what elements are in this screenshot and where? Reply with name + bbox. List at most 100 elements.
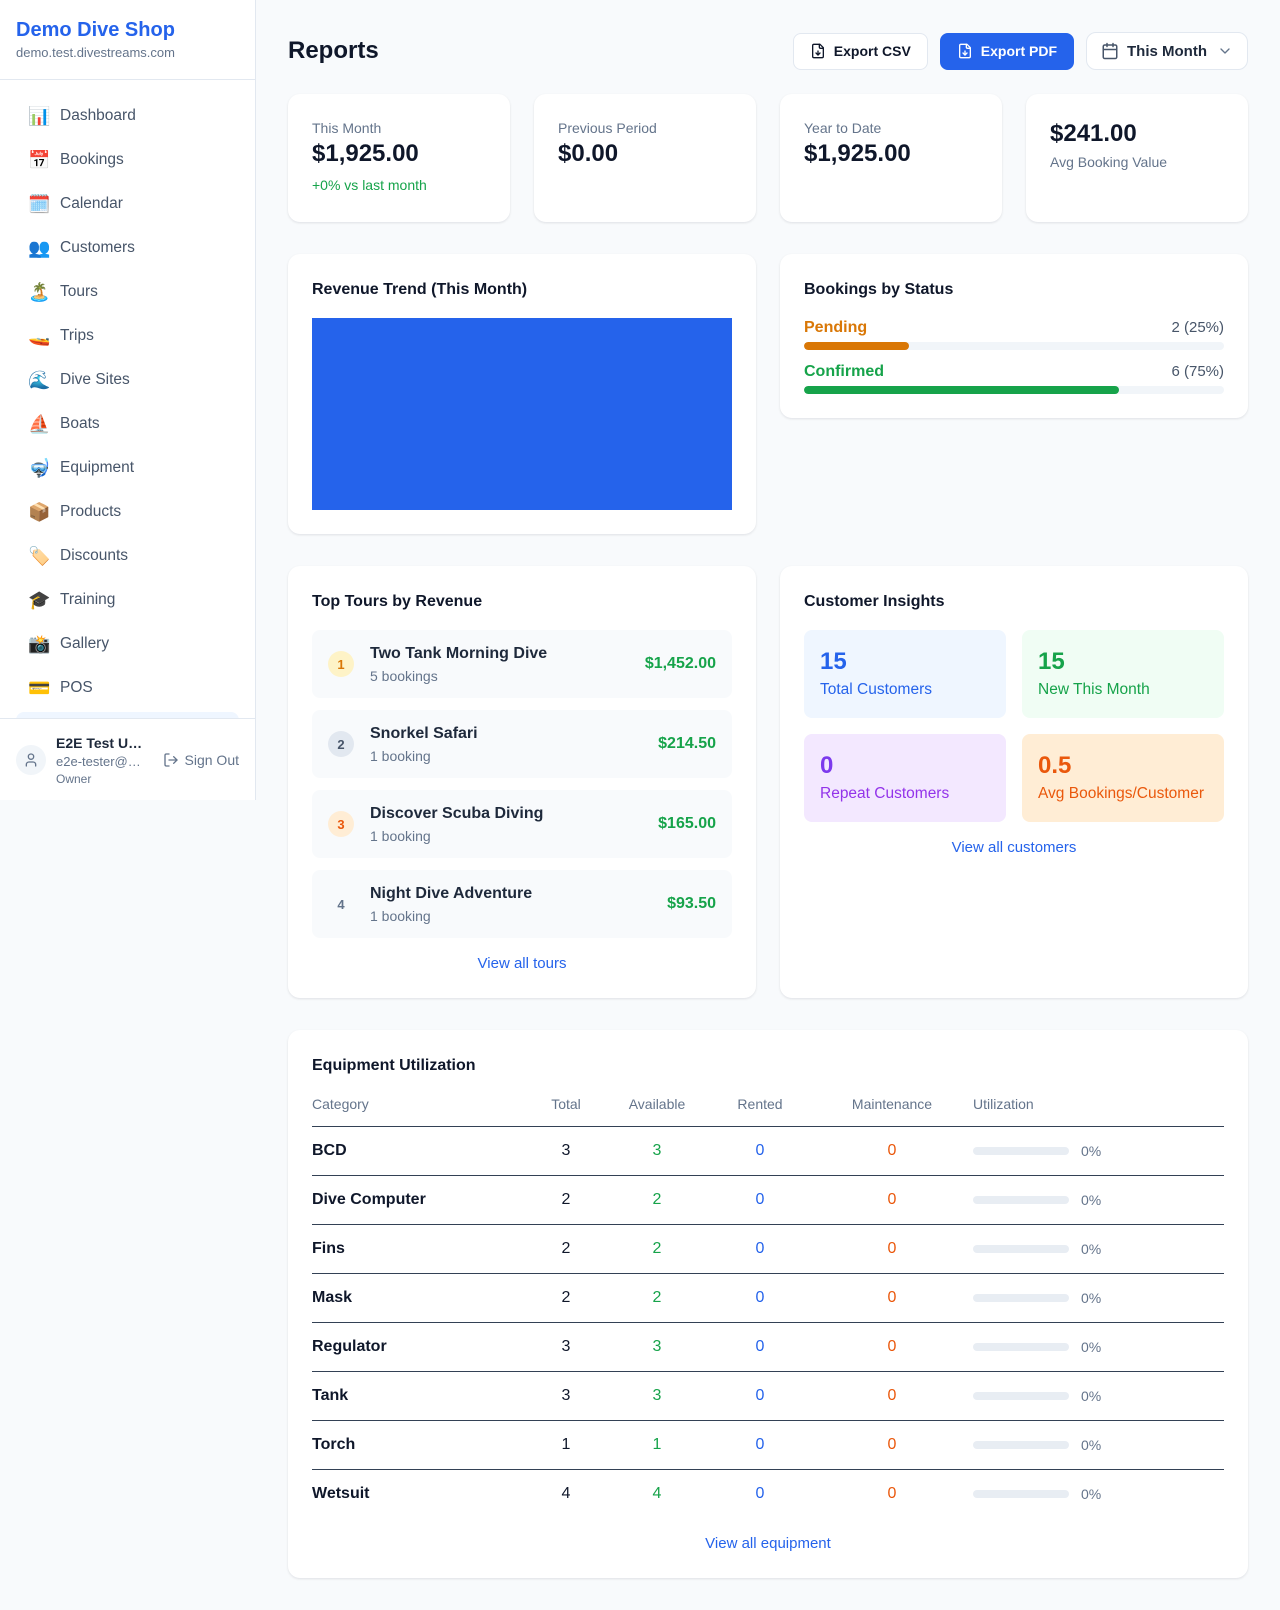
sidebar-nav-item[interactable]: 👥 Customers (16, 228, 239, 268)
cell-utilization: 0% (966, 1126, 1224, 1176)
utilization-bar-track (973, 1441, 1069, 1449)
status-head: Confirmed 6 (75%) (804, 362, 1224, 382)
nav-item-icon: 📦 (28, 502, 51, 522)
sidebar: Demo Dive Shop demo.test.divestreams.com… (0, 0, 256, 800)
col-header-utilization: Utilization (966, 1094, 1224, 1127)
sidebar-nav-item[interactable]: 🗓️ Calendar (16, 184, 239, 224)
nav-item-label: Tours (60, 283, 98, 300)
cell-rented: 0 (702, 1126, 818, 1176)
sign-out-button[interactable]: Sign Out (163, 752, 239, 768)
cell-available: 1 (612, 1420, 702, 1470)
utilization-wrap: 0% (966, 1384, 1224, 1408)
log-out-icon (163, 752, 178, 767)
tour-row: 3 Discover Scuba Diving 1 booking $165.0… (312, 790, 732, 858)
sidebar-nav-item[interactable]: 🏷️ Discounts (16, 536, 239, 576)
utilization-percent: 0% (1081, 1339, 1102, 1355)
equipment-row: Wetsuit 4 4 0 0 0% (312, 1470, 1224, 1519)
stat-card-avg-booking-value: $241.00 Avg Booking Value (1026, 94, 1248, 222)
bookings-by-status-card: Bookings by Status Pending 2 (25%) (780, 254, 1248, 418)
sidebar-nav-item[interactable]: 📅 Bookings (16, 140, 239, 180)
header-actions: Export CSV Export PDF This Month (792, 32, 1248, 70)
cell-maintenance: 0 (818, 1273, 966, 1323)
cell-rented: 0 (755, 1485, 765, 1502)
user-info: E2E Test U… e2e-tester@… Owner (56, 733, 153, 787)
stat-card-this-month: This Month $1,925.00 +0% vs last month (288, 94, 510, 222)
utilization-percent: 0% (1081, 1143, 1102, 1159)
period-select[interactable]: This Month (1086, 32, 1248, 70)
equipment-table-head: Category Total Available Rented Maintena… (312, 1094, 1224, 1127)
insight-label: Total Customers (820, 681, 932, 698)
cell-utilization: 0% (966, 1371, 1224, 1421)
insight-label: New This Month (1038, 681, 1150, 698)
insight-label: Repeat Customers (820, 785, 950, 802)
equipment-row: Dive Computer 2 2 0 0 0% (312, 1175, 1224, 1225)
tour-rank-badge: 2 (328, 731, 354, 757)
cell-utilization: 0% (966, 1175, 1224, 1225)
view-all-equipment-link[interactable]: View all equipment (705, 1535, 831, 1552)
sidebar-nav: 📊 Dashboard 📅 Bookings 🗓️ Calendar 👥 Cus… (0, 80, 255, 718)
utilization-wrap: 0% (966, 1335, 1224, 1359)
sidebar-nav-item[interactable]: 📊 Dashboard (16, 96, 239, 136)
sidebar-nav-item[interactable]: 📸 Gallery (16, 624, 239, 664)
stat-delta: +0% vs last month (312, 177, 427, 193)
insight-tile: 15 Total Customers (804, 630, 1006, 718)
utilization-percent: 0% (1081, 1192, 1102, 1208)
sidebar-user-panel: E2E Test U… e2e-tester@… Owner Sign Out (0, 718, 255, 800)
utilization-bar-track (973, 1147, 1069, 1155)
utilization-wrap: 0% (966, 1482, 1224, 1506)
tour-amount: $93.50 (667, 895, 716, 912)
calendar-icon (1102, 42, 1118, 60)
view-all-customers-link[interactable]: View all customers (951, 839, 1077, 856)
export-csv-button[interactable]: Export CSV (792, 32, 928, 70)
user-name: E2E Test U… (56, 734, 143, 751)
equipment-row: Mask 2 2 0 0 0% (312, 1273, 1224, 1323)
sidebar-nav-item[interactable]: 💳 POS (16, 668, 239, 708)
tour-row: 1 Two Tank Morning Dive 5 bookings $1,45… (312, 630, 732, 698)
export-pdf-label: Export PDF (980, 43, 1058, 59)
nav-item-icon: 🌊 (28, 370, 51, 390)
tour-text: Two Tank Morning Dive 5 bookings (370, 642, 547, 686)
sidebar-nav-item[interactable]: 📈 Reports (16, 712, 239, 718)
user-email: e2e-tester@… (56, 753, 141, 769)
sidebar-nav-item[interactable]: 🌊 Dive Sites (16, 360, 239, 400)
revenue-trend-card: Revenue Trend (This Month) (288, 254, 756, 534)
status-count: 2 (25%) (1171, 319, 1224, 336)
tour-name: Snorkel Safari (370, 725, 478, 742)
sidebar-nav-item[interactable]: 📦 Products (16, 492, 239, 532)
top-tours-card: Top Tours by Revenue 1 Two Tank Morning … (288, 566, 756, 998)
nav-item-icon: 📅 (28, 150, 51, 170)
nav-item-label: Training (60, 591, 116, 608)
top-tours-title: Top Tours by Revenue (312, 593, 483, 610)
export-pdf-button[interactable]: Export PDF (939, 32, 1075, 70)
sidebar-nav-item[interactable]: 🎓 Training (16, 580, 239, 620)
sidebar-header: Demo Dive Shop demo.test.divestreams.com (0, 0, 255, 80)
sidebar-nav-item[interactable]: 🚤 Trips (16, 316, 239, 356)
utilization-percent: 0% (1081, 1437, 1102, 1453)
equipment-table: Category Total Available Rented Maintena… (312, 1094, 1224, 1518)
sidebar-nav-item[interactable]: 🤿 Equipment (16, 448, 239, 488)
cell-maintenance: 0 (818, 1420, 966, 1470)
nav-item-icon: 💳 (28, 678, 51, 698)
col-header-rented: Rented (702, 1094, 818, 1127)
sidebar-nav-item[interactable]: ⛵ Boats (16, 404, 239, 444)
nav-item-label: Discounts (60, 547, 129, 564)
col-header-category: Category (312, 1094, 520, 1127)
tour-bookings: 5 bookings (370, 668, 438, 684)
tour-amount: $1,452.00 (644, 655, 716, 672)
lists-row: Top Tours by Revenue 1 Two Tank Morning … (288, 566, 1248, 998)
view-all-tours-link[interactable]: View all tours (477, 955, 567, 972)
cell-available: 3 (612, 1126, 702, 1176)
charts-row: Revenue Trend (This Month) Bookings by S… (288, 254, 1248, 534)
cell-available: 3 (612, 1322, 702, 1372)
stat-label: Year to Date (804, 120, 882, 136)
utilization-bar-track (973, 1294, 1069, 1302)
nav-item-label: POS (60, 679, 93, 696)
user-icon (25, 752, 37, 767)
tour-rank-badge: 1 (328, 651, 354, 677)
cell-total: 4 (561, 1485, 571, 1502)
sidebar-nav-item[interactable]: 🏝️ Tours (16, 272, 239, 312)
nav-item-label: Equipment (60, 459, 135, 476)
cell-category: Torch (312, 1420, 520, 1470)
insight-value: 15 (1038, 648, 1065, 675)
tour-rank-badge: 3 (328, 811, 354, 837)
